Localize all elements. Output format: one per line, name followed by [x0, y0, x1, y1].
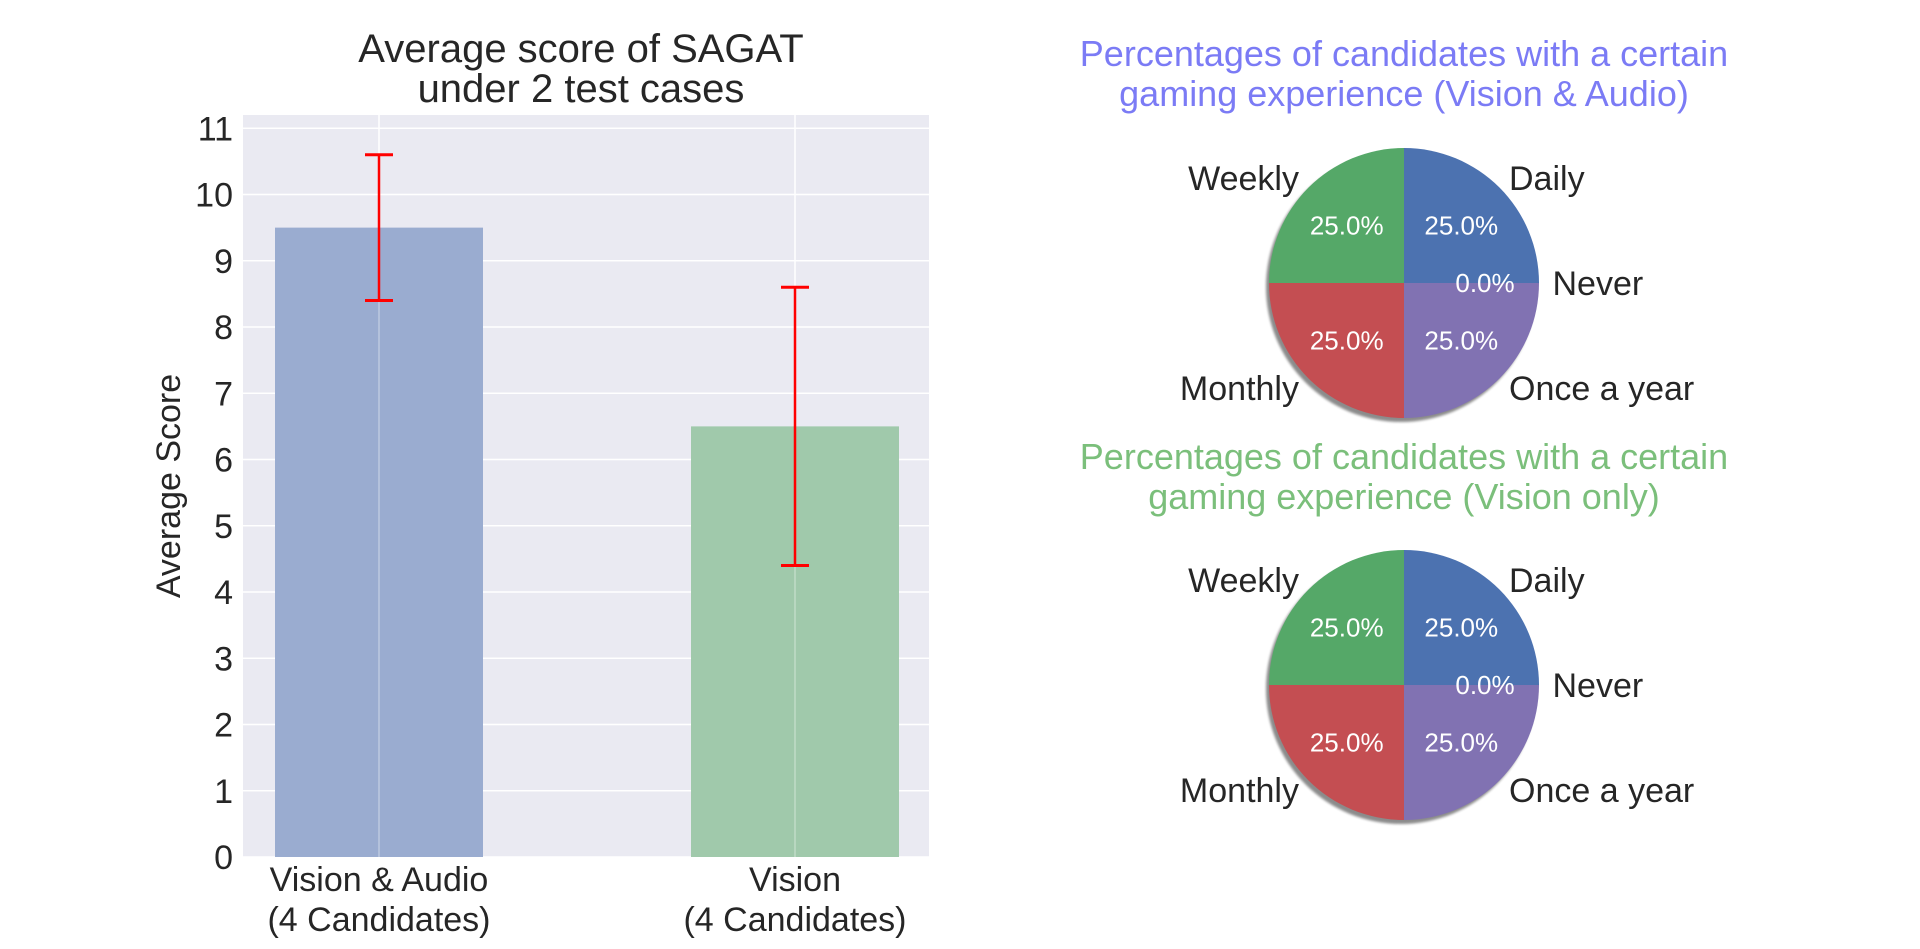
bars	[275, 227, 899, 857]
y-tick-label: 10	[195, 177, 233, 215]
pie-slices	[1269, 148, 1539, 418]
pie-percent-label: 0.0%	[1455, 268, 1514, 298]
pie-category-label: Weekly	[1188, 562, 1299, 600]
x-tick-label: Vision & Audio (4 Candidates)	[267, 861, 490, 939]
pie-slice-weekly	[1269, 148, 1404, 283]
pie-slice-monthly	[1269, 283, 1404, 418]
pie-slice-daily	[1404, 550, 1539, 685]
pie-chart-title: Percentages of candidates with a certain…	[1080, 436, 1728, 517]
pie-slice-once-a-year	[1404, 685, 1539, 820]
error-bars	[365, 153, 809, 567]
pie-percent-label: 25.0%	[1310, 613, 1384, 643]
pie-percent-label: 25.0%	[1310, 727, 1384, 757]
pie-percent-label: 25.0%	[1310, 325, 1384, 355]
y-tick-label: 0	[214, 839, 233, 877]
pie-percent-label: 25.0%	[1424, 325, 1498, 355]
pie-slice-once-a-year	[1404, 283, 1539, 418]
y-tick-label: 7	[214, 375, 233, 413]
x-tick-labels: Vision & Audio (4 Candidates) Vision (4 Can…	[267, 861, 906, 939]
y-tick-label: 3	[214, 640, 233, 678]
y-tick-label: 6	[214, 442, 233, 480]
pie-slice-daily	[1404, 148, 1539, 283]
pie-category-label: Once a year	[1509, 772, 1694, 810]
pie-category-label: Monthly	[1180, 370, 1299, 408]
x-tick-label: Vision (4 Candidates)	[683, 861, 906, 939]
pie-category-label: Daily	[1509, 562, 1585, 600]
pie-category-labels: Daily Never Once a year Monthly Weekly	[1180, 160, 1694, 408]
pie-category-label: Never	[1553, 667, 1644, 705]
pie-chart-title: Percentages of candidates with a certain…	[1080, 33, 1728, 114]
pie-percent-labels: 25.0% 0.0% 25.0% 25.0% 25.0%	[1310, 211, 1515, 356]
y-axis-label: Average Score	[150, 374, 188, 598]
y-tick-label: 1	[214, 773, 233, 811]
pie-percent-label: 25.0%	[1424, 727, 1498, 757]
pie-percent-label: 25.0%	[1424, 613, 1498, 643]
error-bar-1	[781, 285, 809, 567]
pie-percent-label: 25.0%	[1424, 211, 1498, 241]
pie-percent-labels: 25.0% 0.0% 25.0% 25.0% 25.0%	[1310, 613, 1515, 758]
pie-chart-vision-only: Percentages of candidates with a certain…	[1080, 436, 1728, 824]
pie-category-label: Never	[1553, 265, 1644, 303]
bar-chart-title: Average score of SAGAT under 2 test cases	[358, 27, 803, 111]
bar-chart: Average score of SAGAT under 2 test cases…	[150, 27, 929, 939]
y-tick-label: 9	[214, 243, 233, 281]
pie-slices	[1269, 550, 1539, 820]
y-tick-label: 8	[214, 309, 233, 347]
pie-percent-label: 0.0%	[1455, 670, 1514, 700]
y-tick-label: 2	[214, 707, 233, 745]
pie-slice-monthly	[1269, 685, 1404, 820]
pie-category-label: Daily	[1509, 160, 1585, 198]
y-tick-label: 11	[198, 110, 233, 148]
pie-percent-label: 25.0%	[1310, 211, 1384, 241]
pie-category-labels: Daily Never Once a year Monthly Weekly	[1180, 562, 1694, 810]
y-tick-labels: 0 1 2 3 4 5 6 7 8 9 10 11	[195, 110, 233, 877]
pie-category-label: Monthly	[1180, 772, 1299, 810]
error-bar-0	[365, 153, 393, 302]
pie-slice-weekly	[1269, 550, 1404, 685]
pie-category-label: Weekly	[1188, 160, 1299, 198]
bar-0	[275, 227, 483, 857]
y-tick-label: 5	[214, 508, 233, 546]
y-tick-label: 4	[214, 574, 233, 612]
pie-chart-vision-audio: Percentages of candidates with a certain…	[1080, 33, 1728, 422]
pie-category-label: Once a year	[1509, 370, 1694, 408]
